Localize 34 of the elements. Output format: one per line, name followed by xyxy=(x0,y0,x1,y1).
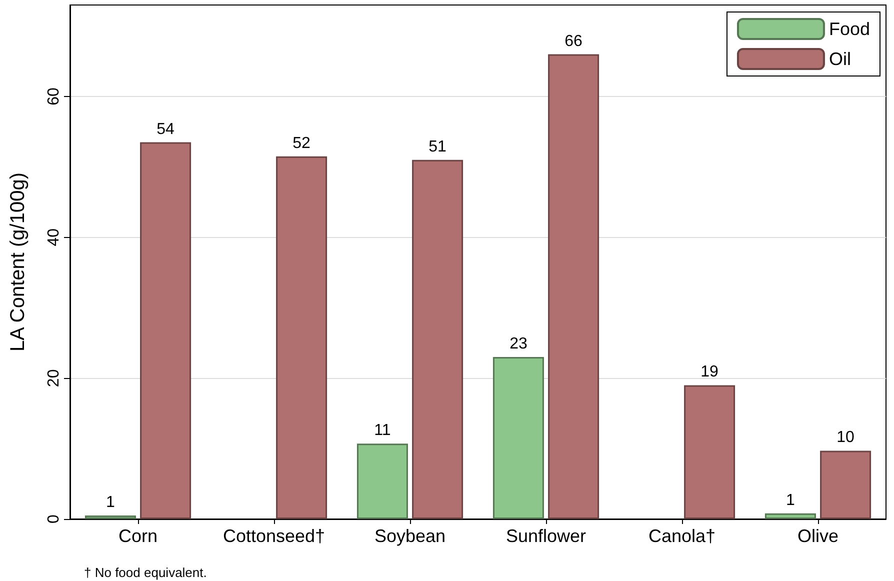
legend-label: Food xyxy=(828,19,870,39)
x-tick-label: Canola† xyxy=(648,526,716,546)
x-tick-label: Cottonseed† xyxy=(222,526,326,546)
bar xyxy=(84,515,136,519)
data-label: 51 xyxy=(428,138,447,156)
bar xyxy=(684,385,736,519)
bar xyxy=(492,357,544,519)
data-label: 19 xyxy=(700,364,719,381)
data-label: 66 xyxy=(564,32,583,50)
legend-label: Oil xyxy=(828,49,851,69)
y-tick-label: 40 xyxy=(46,228,62,246)
data-label: 1 xyxy=(106,494,116,511)
bar xyxy=(412,160,464,519)
data-label: 11 xyxy=(374,422,391,440)
data-label: 1 xyxy=(786,492,796,509)
bar xyxy=(548,54,600,519)
bar xyxy=(276,156,328,519)
x-tick-label: Corn xyxy=(118,526,158,546)
bar xyxy=(140,142,192,519)
x-tick-label: Soybean xyxy=(374,526,446,546)
data-label: 52 xyxy=(292,134,311,152)
y-axis-title: LA Content (g/100g) xyxy=(7,172,29,352)
x-tick-label: Sunflower xyxy=(506,526,586,546)
y-tick-label: 20 xyxy=(46,369,62,388)
data-label: 54 xyxy=(156,120,175,138)
data-label: 23 xyxy=(510,336,528,353)
data-label: 10 xyxy=(836,429,855,446)
y-tick-label: 60 xyxy=(46,88,62,106)
bar xyxy=(356,444,408,519)
bar xyxy=(764,513,816,519)
x-tick-label: Olive xyxy=(797,526,839,546)
text: † No food equivalent. xyxy=(84,565,207,580)
bar xyxy=(820,450,872,519)
y-tick-label: 0 xyxy=(46,514,62,524)
